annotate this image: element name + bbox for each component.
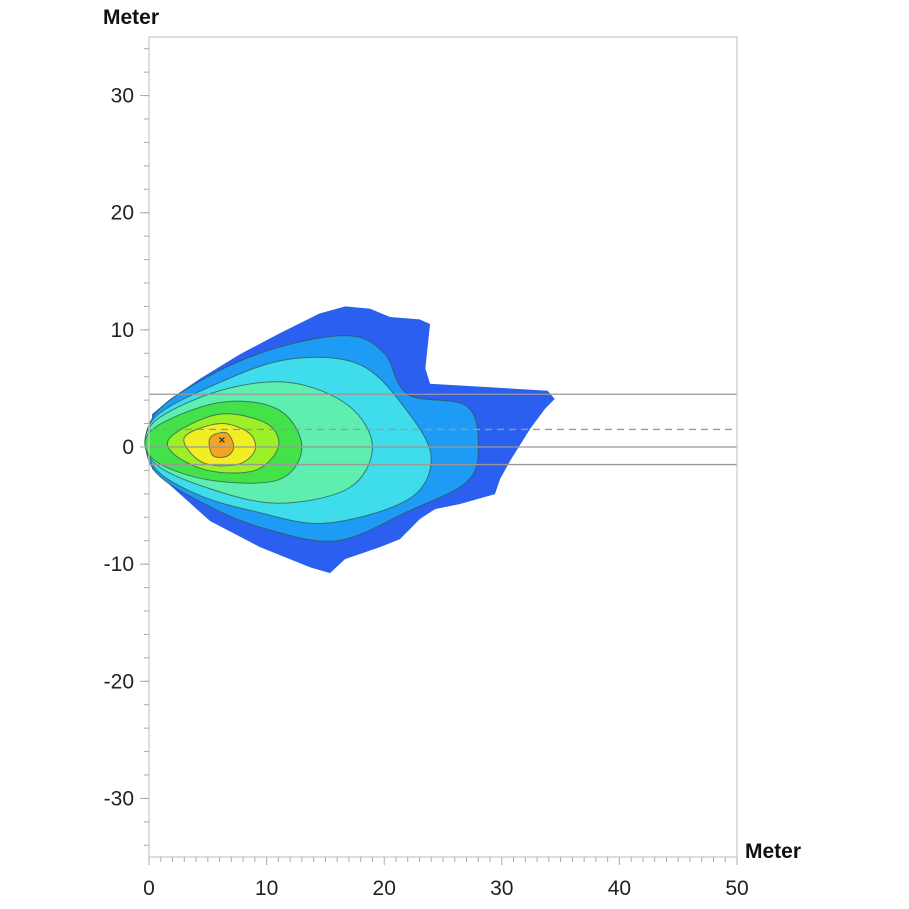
- x-tick-label: 0: [143, 877, 155, 900]
- x-axis-title: Meter: [745, 840, 801, 863]
- y-tick-label: 30: [111, 85, 134, 108]
- reference-lines: [149, 393, 737, 466]
- axis-ticks: 0 10 20 30 40 50 30 20 10 0 -10 -20 -30: [104, 48, 749, 900]
- y-tick-label: 10: [111, 319, 134, 342]
- peak-marker-x: [218, 437, 225, 443]
- peak-marker: [218, 437, 225, 443]
- y-tick-label: 0: [122, 436, 134, 459]
- y-tick-label: -10: [104, 553, 134, 576]
- y-tick-label: 20: [111, 202, 134, 225]
- contour-layer: [144, 306, 555, 574]
- x-tick-label: 40: [608, 877, 631, 900]
- x-tick-label: 50: [725, 877, 748, 900]
- x-tick-label: 20: [373, 877, 396, 900]
- y-axis-title: Meter: [103, 6, 159, 29]
- y-tick-label: -30: [104, 787, 134, 810]
- x-tick-label: 30: [490, 877, 513, 900]
- y-tick-label: -20: [104, 670, 134, 693]
- contour-level-7: [208, 431, 235, 458]
- x-tick-label: 10: [255, 877, 278, 900]
